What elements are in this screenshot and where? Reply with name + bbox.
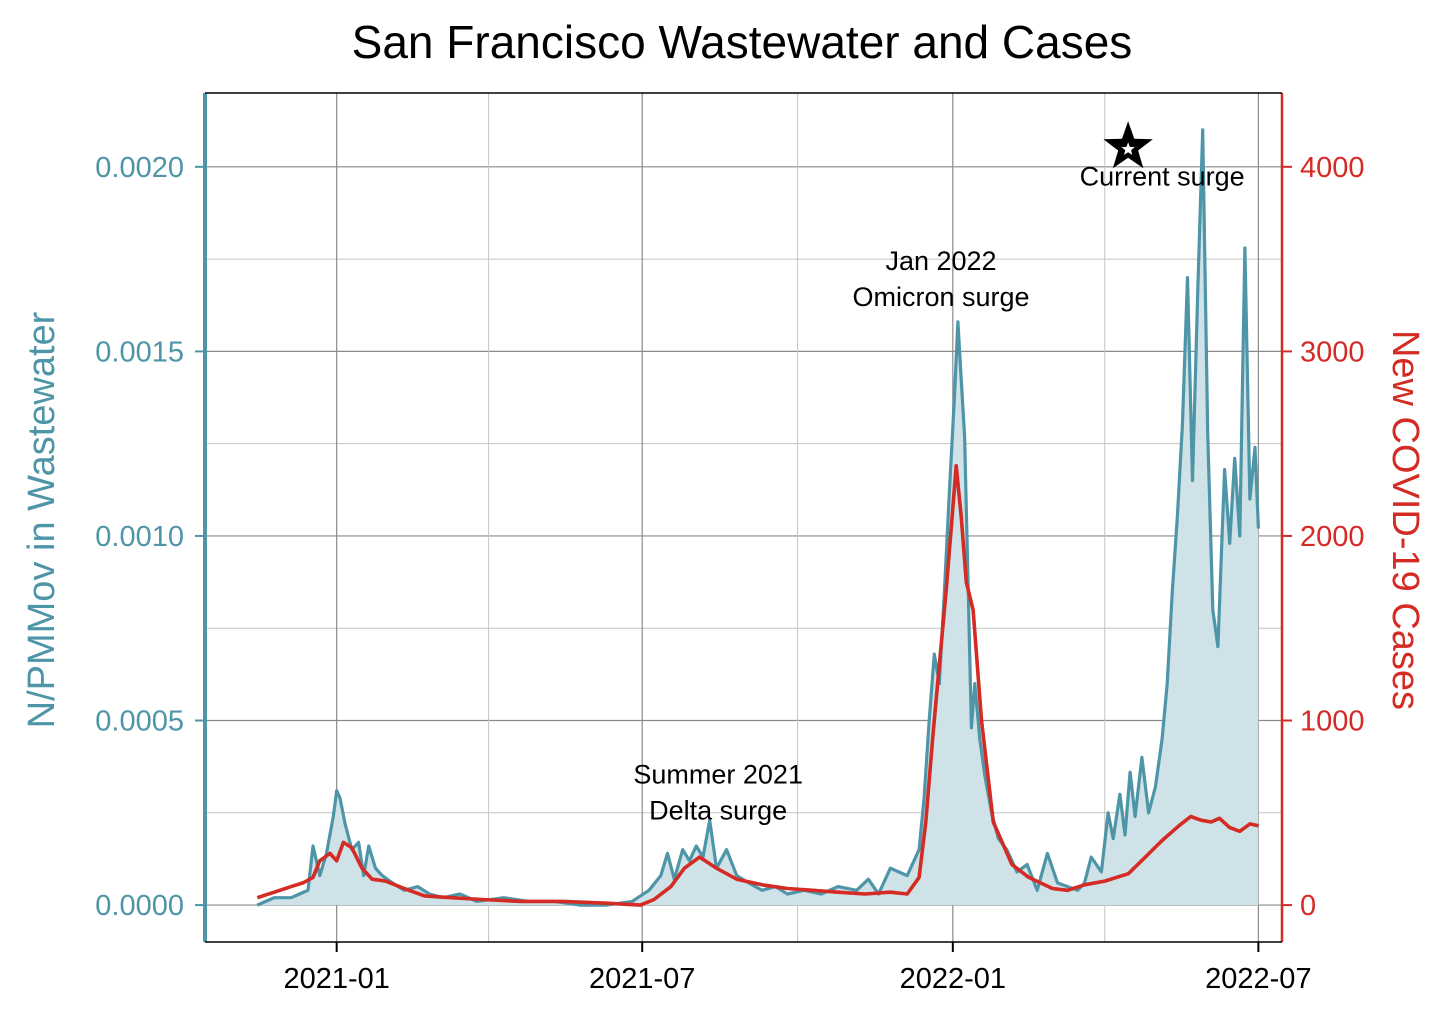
annotation-text: Delta surge (649, 795, 787, 825)
y-axis-right-label: New COVID-19 Cases (1384, 330, 1426, 710)
x-tick-label: 2021-01 (283, 963, 389, 995)
wastewater-area (257, 129, 1259, 906)
y-left-tick-label: 0.0020 (95, 152, 184, 184)
y-right-tick-label: 0 (1300, 890, 1316, 922)
y-left-tick-label: 0.0015 (95, 336, 184, 368)
y-left-tick-label: 0.0010 (95, 521, 184, 553)
y-left-tick-label: 0.0005 (95, 706, 184, 738)
y-axis-left-label: N/PMMov in Wastewater (21, 311, 63, 728)
tick-labels: 0.0000 0.0005 0.0010 0.0015 0.0020 0 1000 2000 3… (95, 152, 1364, 995)
annotations: Summer 2021 Delta surge Jan 2022 Omicron su… (633, 121, 1245, 825)
y-right-tick-label: 4000 (1300, 152, 1365, 184)
annotation-text: Summer 2021 (633, 759, 803, 789)
y-right-tick-label: 1000 (1300, 706, 1365, 738)
y-right-tick-label: 3000 (1300, 336, 1365, 368)
cases-line (256, 463, 1259, 907)
star-icon-inner (1121, 142, 1135, 155)
y-right-tick-label: 2000 (1300, 521, 1365, 553)
chart-title: San Francisco Wastewater and Cases (352, 16, 1133, 68)
y-left-tick-label: 0.0000 (95, 890, 184, 922)
data-lines (256, 128, 1260, 907)
axes (203, 92, 1284, 943)
x-tick-label: 2022-01 (900, 963, 1006, 995)
annotation-text: Jan 2022 (885, 246, 996, 276)
annotation-text: Current surge (1080, 161, 1245, 191)
x-tick-label: 2022-07 (1205, 963, 1311, 995)
annotation-text: Omicron surge (852, 282, 1029, 312)
wastewater-fill (257, 129, 1259, 906)
x-tick-label: 2021-07 (589, 963, 695, 995)
